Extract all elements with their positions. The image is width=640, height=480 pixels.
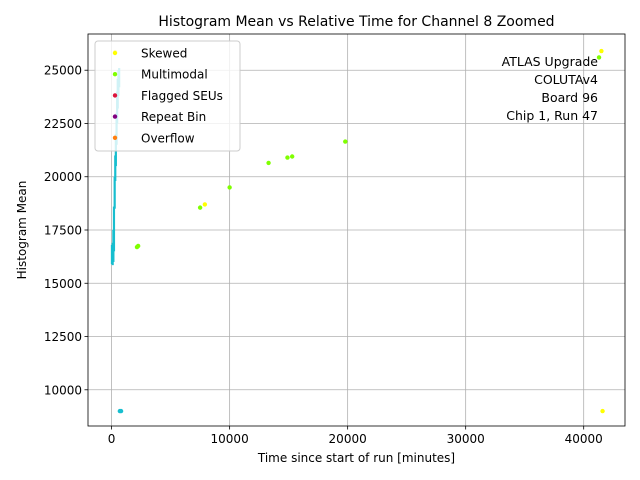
grid [88, 34, 625, 426]
annotation-line: Chip 1, Run 47 [506, 108, 598, 123]
x-tick-label: 10000 [211, 432, 249, 446]
legend-marker [112, 135, 118, 140]
x-tick-label: 0 [108, 432, 116, 446]
legend-marker [112, 114, 118, 119]
data-point [197, 205, 203, 210]
x-axis-label: Time since start of run [minutes] [257, 451, 455, 465]
x-tick-label: 30000 [447, 432, 485, 446]
x-tick-label: 40000 [565, 432, 603, 446]
y-axis-label: Histogram Mean [15, 181, 29, 280]
legend-marker [112, 93, 118, 98]
data-point [118, 408, 124, 414]
legend-marker [112, 72, 118, 77]
x-axis-ticks: 0 10000 20000 30000 40000 [108, 426, 603, 446]
legend-marker [112, 50, 118, 56]
annotation-line: ATLAS Upgrade [502, 54, 599, 69]
legend-label: Flagged SEUs [141, 89, 223, 103]
data-point [285, 155, 290, 160]
data-point [266, 160, 271, 166]
data-point [227, 185, 232, 190]
y-tick-label: 22500 [44, 117, 82, 131]
annotation-line: COLUTAv4 [534, 72, 598, 87]
chart-title: Histogram Mean vs Relative Time for Chan… [158, 14, 554, 30]
y-tick-label: 25000 [44, 64, 82, 78]
legend-box [94, 40, 241, 152]
data-point [599, 48, 604, 54]
annotation-line: Board 96 [541, 90, 598, 105]
data-point [343, 139, 348, 144]
legend-label: Multimodal [141, 68, 208, 82]
legend-label: Skewed [141, 47, 187, 61]
legend-label: Overflow [141, 131, 195, 145]
data-point [135, 243, 141, 249]
y-axis-ticks: 10000 12500 15000 17500 20000 22500 25000 [44, 64, 88, 397]
y-tick-label: 17500 [44, 224, 82, 238]
y-tick-label: 15000 [44, 277, 82, 291]
legend-label: Repeat Bin [141, 110, 206, 124]
series-points [112, 48, 605, 414]
data-point [202, 202, 208, 207]
y-tick-label: 12500 [44, 330, 82, 344]
data-point [600, 408, 605, 414]
x-tick-label: 20000 [329, 432, 367, 446]
y-tick-label: 20000 [44, 170, 82, 184]
data-point [596, 55, 602, 60]
y-tick-label: 10000 [44, 383, 82, 397]
legend: Skewed Multimodal Flagged SEUs Repeat Bin Ov… [94, 40, 241, 152]
data-point [289, 154, 295, 159]
annotation: ATLAS Upgrade COLUTAv4 Board 96 Chip 1, Run… [502, 54, 599, 123]
